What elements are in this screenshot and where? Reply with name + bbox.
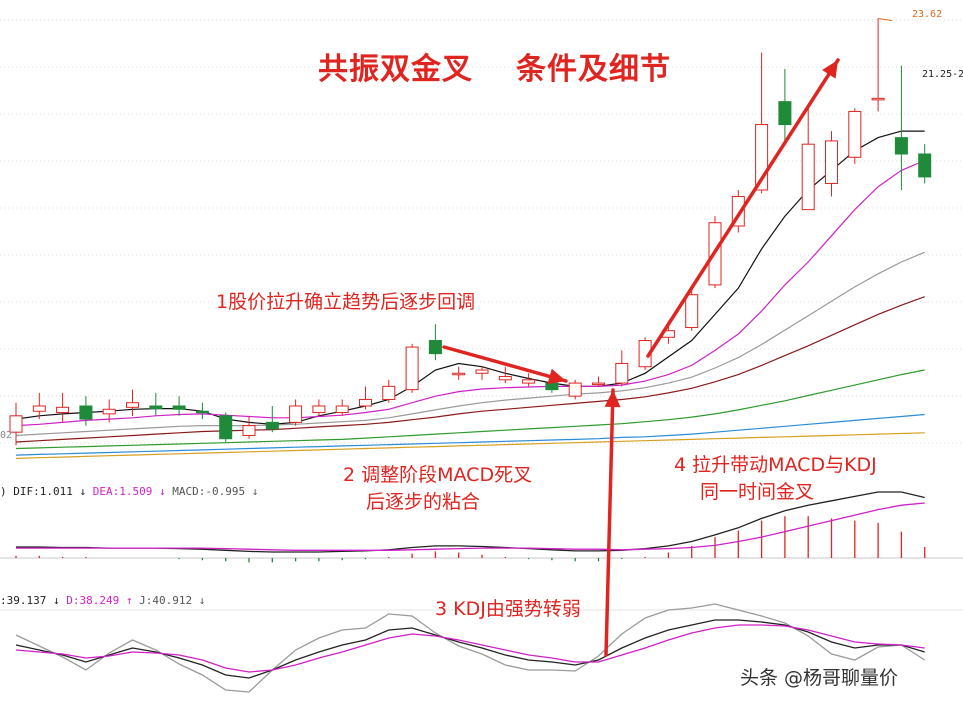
candle-up <box>126 402 139 408</box>
uptrend-arrow <box>646 58 840 358</box>
dea-arrow-icon: ↓ <box>158 485 166 498</box>
ma-line-ma120 <box>15 413 925 456</box>
candle-up <box>475 369 489 374</box>
uptrend-arrow-shaft <box>646 58 840 358</box>
candle-up <box>848 110 862 158</box>
uptrend-arrow-head <box>822 60 838 79</box>
candle-down <box>894 137 908 155</box>
candle-up <box>242 425 256 436</box>
kdj-arrow-shaft <box>604 388 615 657</box>
candle-up <box>801 143 815 211</box>
watermark: 头条 @杨哥聊量价 <box>740 667 899 689</box>
annotation-2-line1: 2 调整阶段MACD死叉 <box>343 464 533 486</box>
candle-up <box>592 382 605 386</box>
price-mid-label: 21.25-2 <box>922 69 963 80</box>
kdj-arrow-head <box>604 390 621 408</box>
k-value: :39.137 <box>0 594 47 607</box>
candle-up <box>685 294 699 328</box>
candle-up <box>102 408 116 415</box>
dea-line <box>16 502 925 551</box>
ma-line-ma60 <box>15 369 925 450</box>
dif-arrow-icon: ↓ <box>79 485 87 498</box>
candle-up <box>289 405 303 423</box>
macd-value: MACD:-0.995 <box>172 485 246 498</box>
pullback-arrow-head <box>547 368 566 385</box>
candle-up <box>32 405 46 412</box>
candle-up <box>382 385 396 400</box>
kdj-legend: :39.137 ↓ D:38.249 ↑ J:40.912 ↓ <box>0 594 205 607</box>
title-left: 共振双金叉 <box>318 52 473 87</box>
candle-up <box>615 362 629 384</box>
kdj-panel <box>0 603 963 693</box>
candle-down <box>265 421 279 430</box>
ma-line-ma30 <box>15 296 925 443</box>
title-right: 条件及细节 <box>516 52 671 87</box>
high-marker <box>878 18 893 22</box>
candle-up <box>498 376 512 381</box>
candle-down <box>195 410 209 414</box>
price-left-label: 02 <box>0 430 13 441</box>
pullback-arrow <box>442 345 568 385</box>
candle-down <box>172 405 186 410</box>
candle-up <box>405 346 419 391</box>
candle-down <box>778 101 792 126</box>
candle-up <box>568 382 582 397</box>
candle-down <box>79 405 93 420</box>
kdj-d-line <box>15 624 925 673</box>
candle-up <box>9 415 23 433</box>
ma-line-ma20 <box>15 251 925 437</box>
candle-down <box>918 153 932 178</box>
candle-up <box>452 372 466 376</box>
candlestick-series <box>9 18 932 446</box>
kdj-arrow <box>604 388 621 657</box>
k-arrow-icon: ↓ <box>52 594 60 607</box>
d-arrow-icon: ↑ <box>125 594 133 607</box>
candle-up <box>312 405 326 414</box>
annotation-3: 3 KDJ由强势转弱 <box>435 598 581 620</box>
kdj-k-line <box>15 619 925 679</box>
ma-line-ma250 <box>15 432 925 459</box>
candle-up <box>522 379 536 384</box>
dea-value: DEA:1.509 <box>92 485 153 498</box>
dif-value: DIF:1.011 <box>13 485 73 498</box>
macd-legend: ) DIF:1.011 ↓ DEA:1.509 ↓ MACD:-0.995 ↓ <box>0 485 258 498</box>
annotation-4-line1: 4 拉升带动MACD与KDJ <box>674 454 877 476</box>
moving-average-lines <box>15 130 925 459</box>
price-high-label: 23.62 <box>912 9 943 20</box>
candle-down <box>428 340 442 355</box>
pullback-arrow-shaft <box>442 345 568 383</box>
candle-up <box>871 97 885 101</box>
annotation-2-line2: 后逐步的粘合 <box>366 491 481 513</box>
macd-legend-prefix: ) <box>0 485 7 498</box>
j-arrow-icon: ↓ <box>198 594 206 607</box>
annotation-arrows <box>442 58 840 657</box>
d-value: D:38.249 <box>66 594 120 607</box>
macd-panel <box>0 491 963 563</box>
candle-up <box>335 405 349 414</box>
price-gridlines <box>0 19 963 444</box>
macd-arrow-icon: ↓ <box>251 485 259 498</box>
annotation-1: 1股价拉升确立趋势后逐步回调 <box>216 291 476 313</box>
ma-line-ma10 <box>15 159 925 427</box>
candle-down <box>149 405 163 410</box>
ma-line-ma5 <box>15 130 925 425</box>
candle-down <box>219 415 233 440</box>
candle-up <box>825 140 838 184</box>
candle-up <box>56 406 70 414</box>
annotation-4-line2: 同一时间金叉 <box>700 481 815 503</box>
j-value: J:40.912 <box>139 594 193 607</box>
kdj-j-line <box>15 603 926 693</box>
candle-up <box>359 398 372 407</box>
